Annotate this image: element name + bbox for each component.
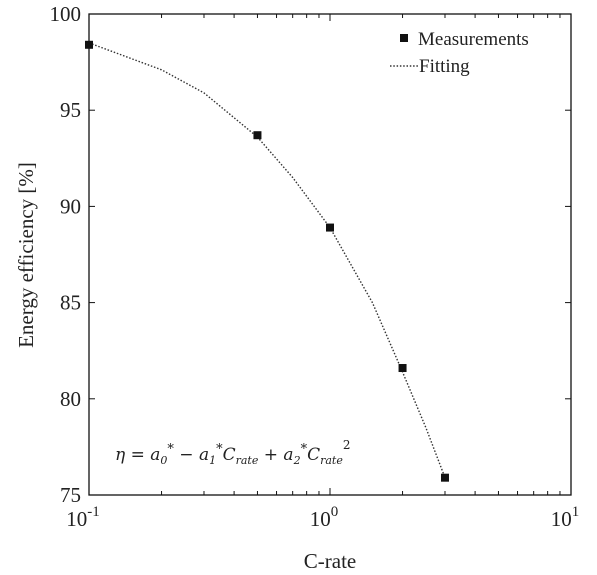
legend-marker-measurements (400, 34, 408, 42)
measurement-markers (85, 40, 449, 482)
fitting-line (88, 42, 446, 478)
y-tick-labels: 75 80 85 90 95 100 (50, 2, 82, 507)
legend-label-measurements: Measurements (418, 29, 529, 50)
y-tick-label: 85 (60, 291, 81, 315)
x-tick-labels: 10-1 100 101 (66, 504, 579, 531)
y-tick-label: 80 (60, 387, 81, 411)
measurement-point (85, 40, 93, 49)
plot-frame (88, 13, 572, 496)
measurement-point (253, 131, 262, 140)
measurement-point (326, 223, 334, 232)
y-tick-label: 95 (60, 98, 81, 122)
measurement-point (440, 473, 449, 482)
x-tick-label: 101 (551, 504, 580, 531)
y-tick-label: 75 (60, 483, 81, 507)
measurement-point (398, 364, 407, 373)
legend-label-fitting: Fitting (419, 56, 470, 77)
tick-marks (88, 13, 572, 496)
legend: Measurements Fitting (390, 29, 529, 77)
x-tick-label: 100 (310, 504, 339, 531)
equation-annotation: η = a0* − a1*Crate + a2*Crate2 (115, 438, 350, 469)
x-tick-label: 10-1 (66, 504, 100, 531)
y-axis-title: Energy efficiency [%] (14, 162, 38, 348)
y-tick-label: 100 (50, 2, 82, 26)
y-tick-label: 90 (60, 194, 81, 218)
x-axis-title: C-rate (304, 549, 356, 573)
